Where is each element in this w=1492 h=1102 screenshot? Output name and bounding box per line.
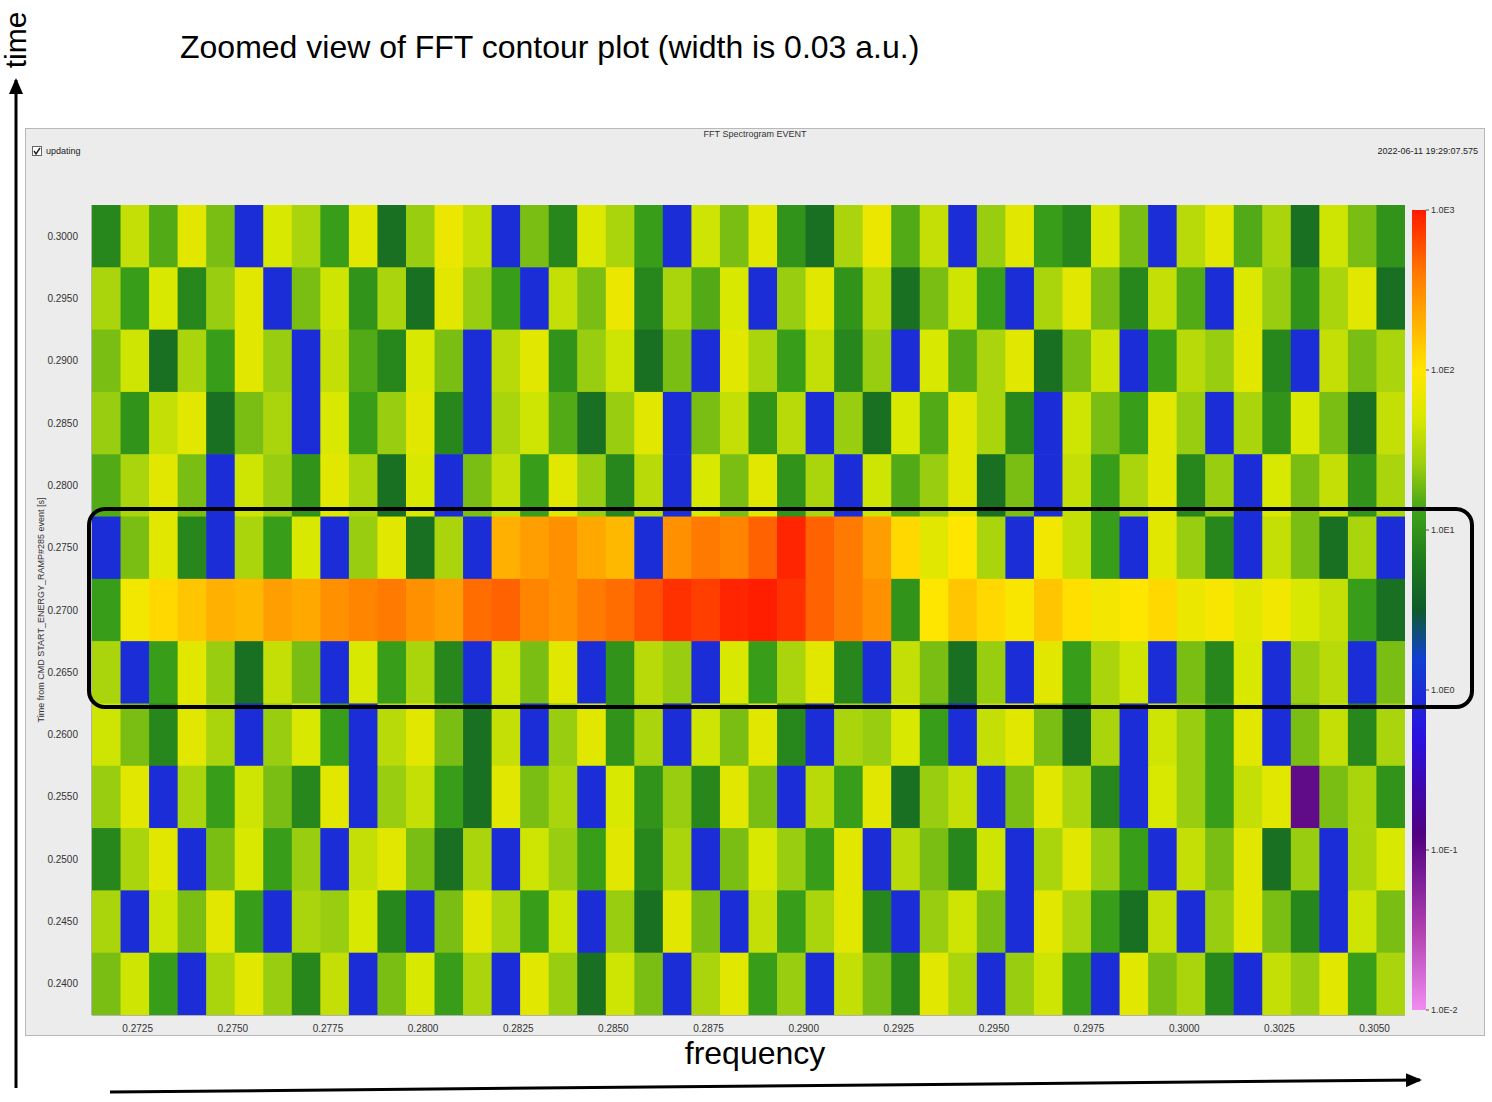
svg-text:0.2850: 0.2850: [598, 1023, 629, 1034]
svg-text:0.2775: 0.2775: [313, 1023, 344, 1034]
svg-text:0.2700: 0.2700: [47, 605, 78, 616]
html-text:FFT Spectrogram EVENT: FFT Spectrogram EVENT: [703, 129, 807, 139]
svg-text:0.2500: 0.2500: [47, 854, 78, 865]
svg-text:0.2450: 0.2450: [47, 916, 78, 927]
svg-text:1.0E0: 1.0E0: [1431, 685, 1455, 695]
svg-text:0.2875: 0.2875: [693, 1023, 724, 1034]
svg-text:0.3050: 0.3050: [1359, 1023, 1390, 1034]
svg-text:0.2900: 0.2900: [47, 355, 78, 366]
svg-text:0.2900: 0.2900: [788, 1023, 819, 1034]
svg-text:1.0E3: 1.0E3: [1431, 205, 1455, 215]
svg-text:0.2750: 0.2750: [47, 542, 78, 553]
svg-text:Zoomed view of FFT contour plo: Zoomed view of FFT contour plot (width i…: [180, 29, 919, 65]
svg-text:0.3025: 0.3025: [1264, 1023, 1295, 1034]
svg-text:1.0E-1: 1.0E-1: [1431, 845, 1458, 855]
svg-text:0.2750: 0.2750: [218, 1023, 249, 1034]
svg-text:0.3000: 0.3000: [1169, 1023, 1200, 1034]
svg-text:0.2550: 0.2550: [47, 791, 78, 802]
svg-text:0.2800: 0.2800: [408, 1023, 439, 1034]
svg-text:1.0E2: 1.0E2: [1431, 365, 1455, 375]
svg-text:frequency: frequency: [685, 1035, 826, 1071]
svg-text:0.2950: 0.2950: [979, 1023, 1010, 1034]
svg-text:0.2725: 0.2725: [122, 1023, 153, 1034]
svg-text:1.0E-2: 1.0E-2: [1431, 1005, 1458, 1015]
svg-text:0.2850: 0.2850: [47, 418, 78, 429]
svg-text:Time from CMD START_ENERGY_RAM: Time from CMD START_ENERGY_RAMP#285 even…: [36, 498, 46, 723]
html-text:2022-06-11 19:29:07.575: 2022-06-11 19:29:07.575: [1377, 146, 1478, 156]
svg-text:0.2400: 0.2400: [47, 978, 78, 989]
svg-text:0.2650: 0.2650: [47, 667, 78, 678]
svg-text:0.2950: 0.2950: [47, 293, 78, 304]
svg-text:time: time: [0, 12, 32, 69]
svg-text:0.2925: 0.2925: [884, 1023, 915, 1034]
svg-text:1.0E1: 1.0E1: [1431, 525, 1455, 535]
html-text:updating: updating: [46, 146, 81, 156]
svg-text:0.2600: 0.2600: [47, 729, 78, 740]
svg-text:0.2825: 0.2825: [503, 1023, 534, 1034]
svg-text:0.2800: 0.2800: [47, 480, 78, 491]
svg-text:0.2975: 0.2975: [1074, 1023, 1105, 1034]
svg-text:0.3000: 0.3000: [47, 231, 78, 242]
